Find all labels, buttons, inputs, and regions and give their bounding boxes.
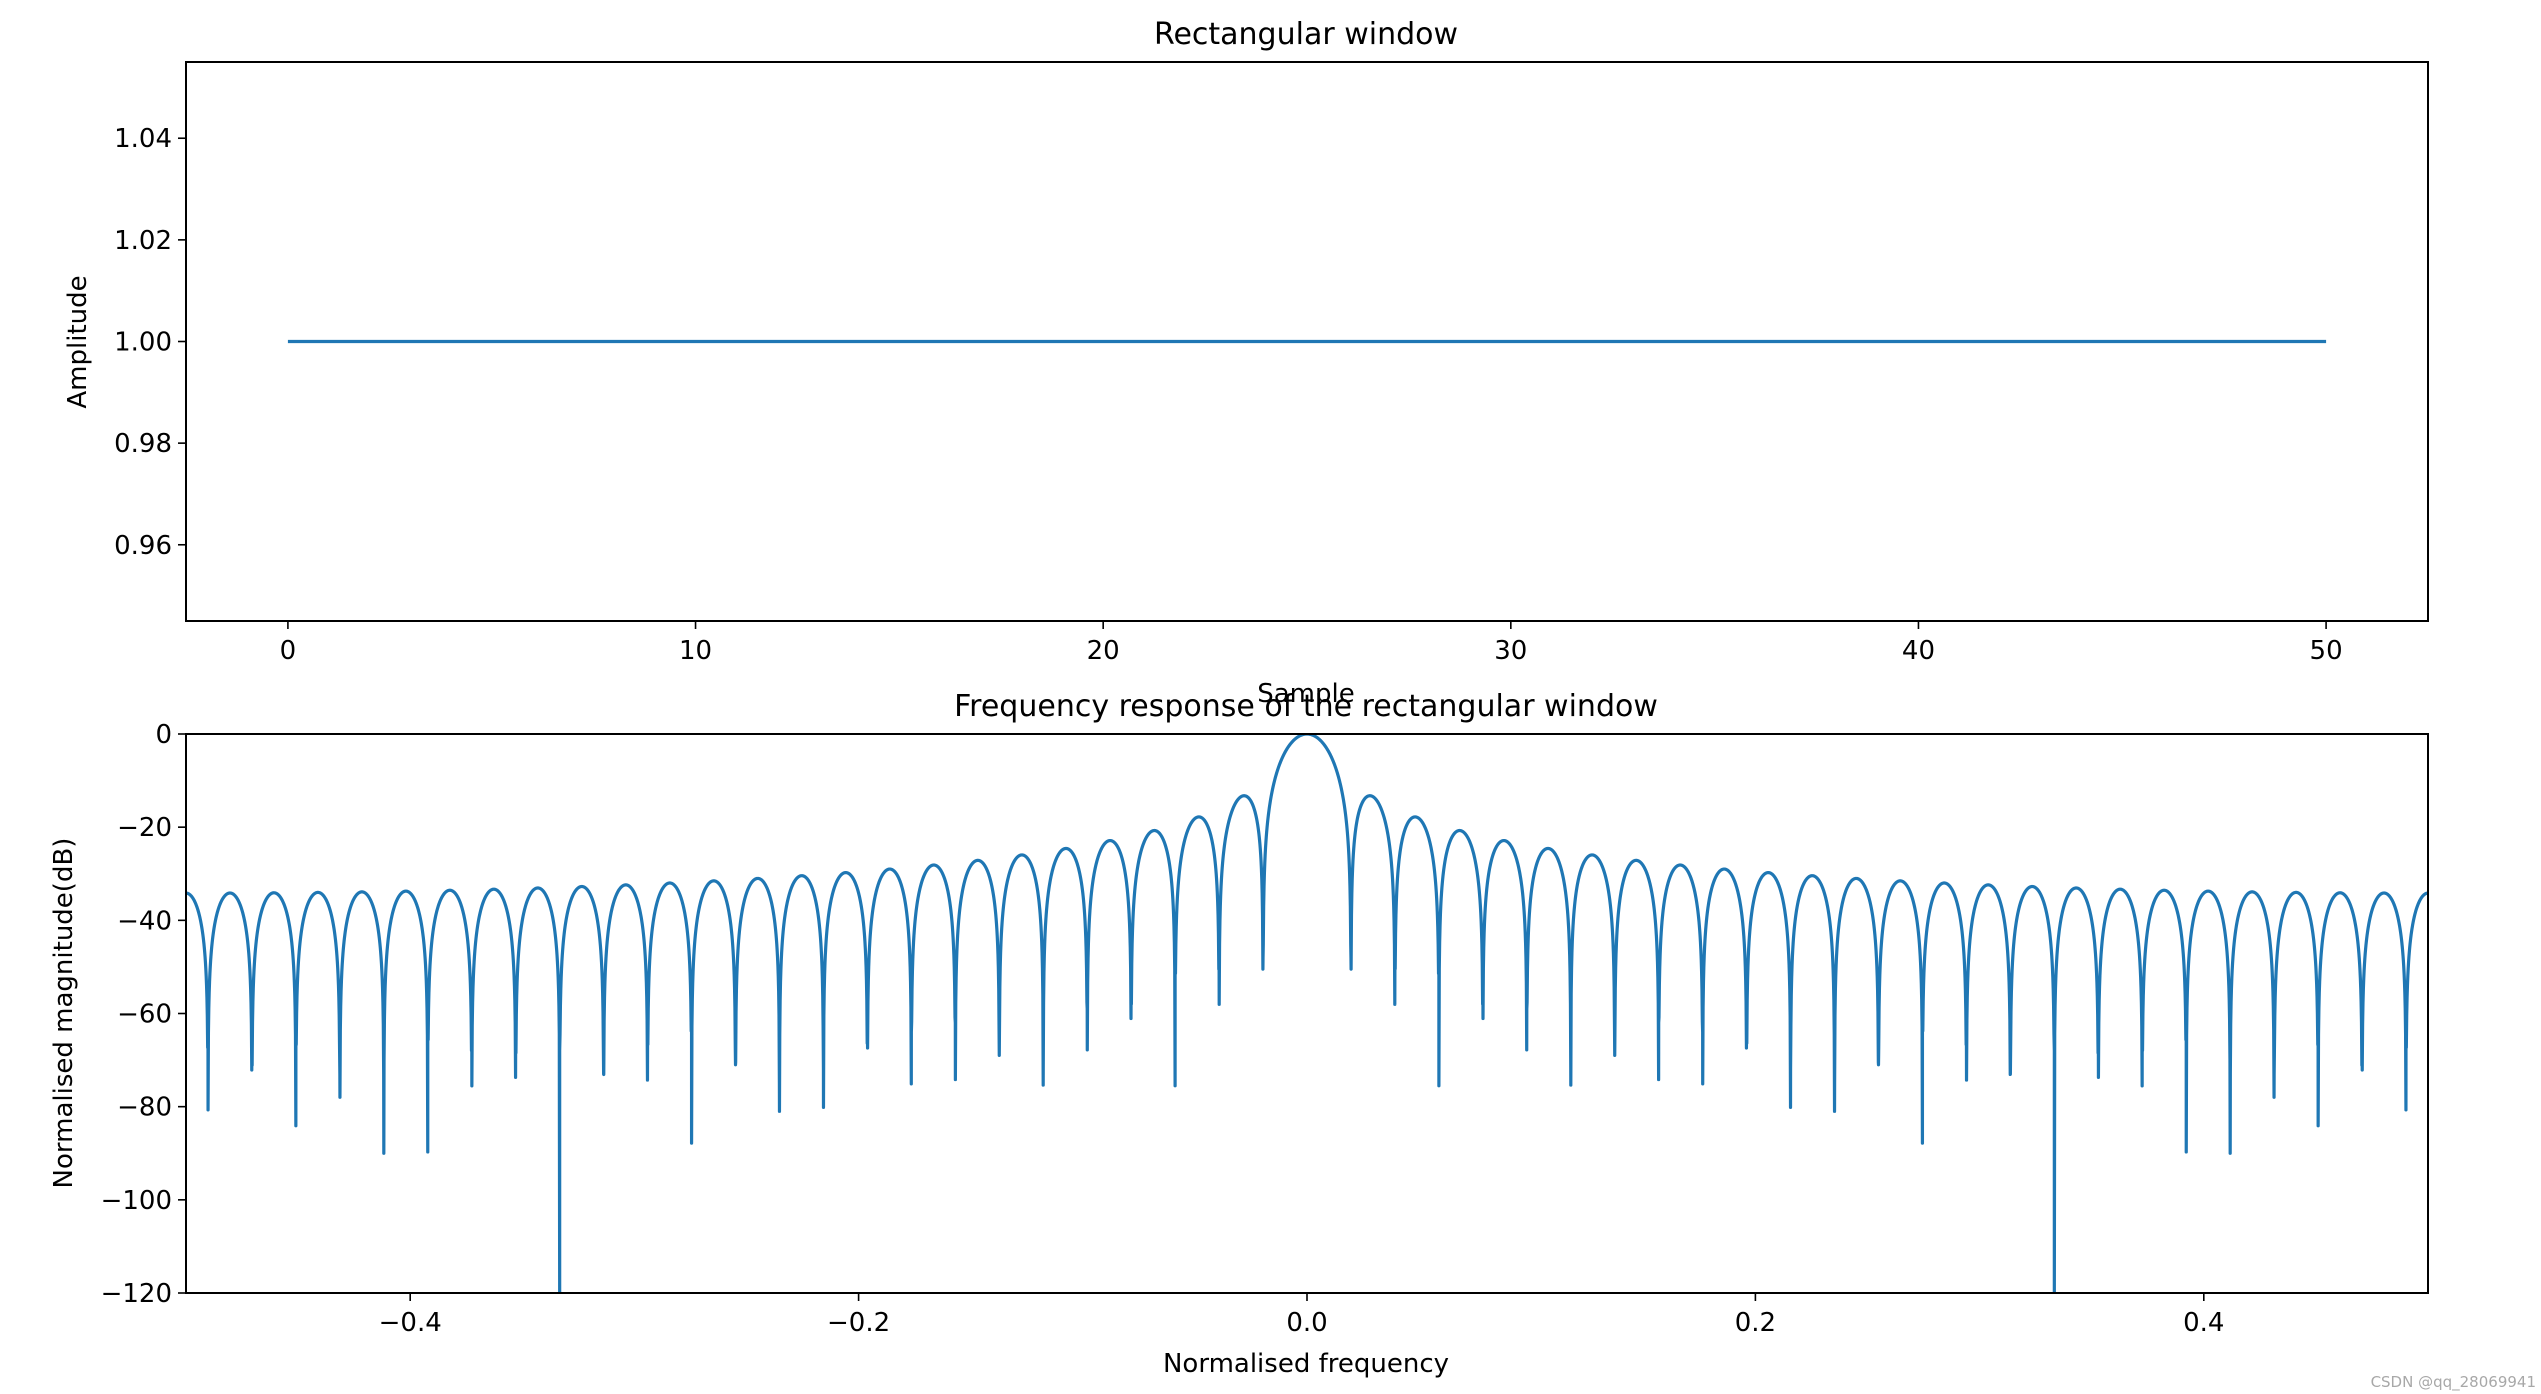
- window-x-tick-label: 20: [1087, 636, 1120, 666]
- window-x-tick-label: 0: [280, 636, 297, 666]
- frequency-y-tick-label: −100: [101, 1186, 172, 1216]
- frequency-y-tick-label: −20: [117, 813, 172, 843]
- frequency-y-tick-label: −40: [117, 906, 172, 936]
- window-y-tick-label: 0.96: [114, 531, 172, 561]
- window-x-tick-label: 40: [1902, 636, 1935, 666]
- frequency-x-ticks: −0.4 −0.2 0.0 0.2 0.4: [379, 1293, 2224, 1338]
- frequency-response-chart-title: Frequency response of the rectangular wi…: [954, 689, 1658, 724]
- frequency-response-chart-frame: [185, 733, 2429, 1294]
- window-y-tick-label: 1.02: [114, 226, 172, 256]
- frequency-response-plot-area: [186, 734, 2428, 1293]
- watermark-text: CSDN @qq_28069941: [2371, 1373, 2536, 1392]
- frequency-y-tick-label: −60: [117, 1000, 172, 1030]
- frequency-y-tick-label: −80: [117, 1093, 172, 1123]
- frequency-x-tick-label: 0.4: [2183, 1308, 2224, 1338]
- frequency-x-axis-label: Normalised frequency: [1163, 1349, 1449, 1379]
- frequency-y-axis-label: Normalised magnitude(dB): [49, 838, 79, 1189]
- window-y-tick-label: 1.04: [114, 124, 172, 154]
- window-y-tick-label: 0.98: [114, 429, 172, 459]
- frequency-x-tick-label: −0.2: [827, 1308, 890, 1338]
- window-x-tick-label: 30: [1494, 636, 1527, 666]
- frequency-response-series-line: [186, 734, 2428, 1293]
- frequency-response-chart: Frequency response of the rectangular wi…: [49, 689, 2429, 1379]
- frequency-y-tick-label: −120: [101, 1279, 172, 1309]
- window-chart: Rectangular window 0 10 20 30 40 50 0.96 0.98 1…: [63, 17, 2429, 709]
- frequency-x-tick-label: 0.2: [1735, 1308, 1776, 1338]
- window-y-ticks: 0.96 0.98 1.00 1.02 1.04: [114, 124, 186, 561]
- window-chart-title: Rectangular window: [1154, 17, 1458, 52]
- window-x-tick-label: 10: [679, 636, 712, 666]
- frequency-x-tick-label: 0.0: [1286, 1308, 1327, 1338]
- frequency-x-tick-label: −0.4: [379, 1308, 442, 1338]
- window-y-axis-label: Amplitude: [63, 275, 93, 408]
- frequency-y-ticks: −120 −100 −80 −60 −40 −20 0: [101, 720, 186, 1309]
- frequency-y-tick-label: 0: [155, 720, 172, 750]
- window-x-axis-label: Sample: [1257, 679, 1355, 709]
- window-x-tick-label: 50: [2310, 636, 2343, 666]
- window-x-ticks: 0 10 20 30 40 50: [280, 621, 2343, 666]
- window-y-tick-label: 1.00: [114, 328, 172, 358]
